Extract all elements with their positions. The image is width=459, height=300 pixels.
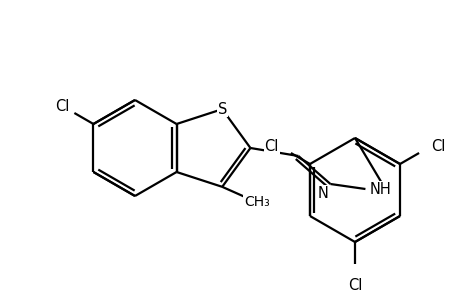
Text: CH₃: CH₃ (244, 195, 269, 209)
Text: Cl: Cl (430, 139, 445, 154)
Text: Cl: Cl (347, 278, 361, 293)
Text: N: N (317, 186, 328, 201)
Text: Cl: Cl (264, 139, 278, 154)
Text: NH: NH (369, 182, 390, 196)
Text: S: S (217, 102, 226, 117)
Text: Cl: Cl (55, 98, 69, 113)
